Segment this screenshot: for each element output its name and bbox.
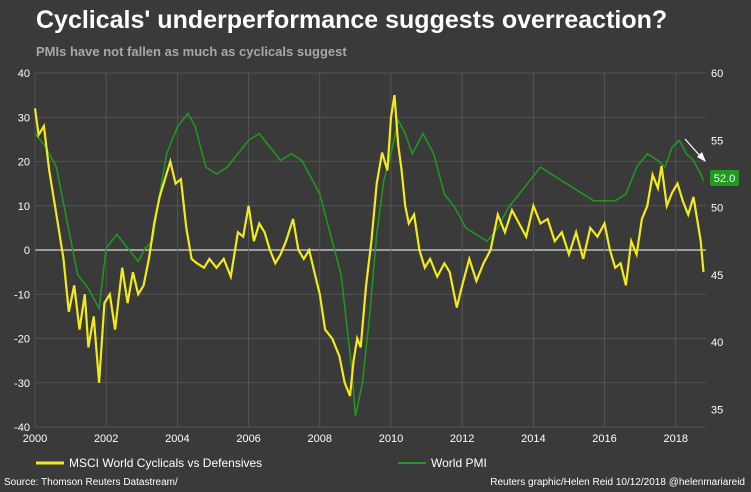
right-tick-label: 50 [711,203,723,215]
left-tick-label: -20 [14,334,30,346]
x-tick-label: 2002 [94,433,118,445]
right-tick-label: 40 [711,337,723,349]
right-tick-label: 45 [711,270,723,282]
x-tick-label: 2016 [592,433,616,445]
legend-label-cyclicals: MSCI World Cyclicals vs Defensives [69,456,262,470]
left-tick-label: 30 [18,112,30,124]
chart-subtitle: PMIs have not fallen as much as cyclical… [36,44,347,59]
right-tick-label: 60 [711,68,723,80]
x-tick-label: 2000 [23,433,47,445]
trend-arrow-head [697,152,706,162]
x-tick-label: 2008 [308,433,332,445]
x-tick-label: 2006 [236,433,260,445]
source-note: Source: Thomson Reuters Datastream/ [4,477,178,488]
chart-title: Cyclicals' underperformance suggests ove… [36,6,668,34]
x-tick-label: 2014 [521,433,545,445]
right-axis-ticks: 60 55 50 45 40 35 [711,68,723,417]
x-tick-label: 2004 [165,433,189,445]
legend-label-pmi: World PMI [431,456,487,470]
x-axis-ticks: 2000 2002 2004 2006 2008 2010 2012 2014 2016 2018 [23,433,688,445]
trend-arrow [684,138,702,158]
left-tick-label: 20 [18,157,30,169]
x-tick-label: 2010 [379,433,403,445]
left-tick-label: -10 [14,289,30,301]
x-tick-label: 2018 [664,433,688,445]
left-tick-label: -30 [14,378,30,390]
right-tick-label: 55 [711,135,723,147]
right-tick-label: 35 [711,405,723,417]
pmi-last-value-label: 52.0 [714,173,735,185]
x-tick-label: 2012 [450,433,474,445]
left-tick-label: 40 [18,68,30,80]
pmi-last-value-badge [710,170,739,186]
credit-note: Reuters graphic/Helen Reid 10/12/2018 @h… [490,477,745,488]
series-line-cyclicals [33,94,705,397]
left-tick-label: 10 [18,201,30,213]
left-tick-label: 0 [24,245,30,257]
left-tick-label: -40 [14,422,30,434]
left-axis-ticks: 40 30 20 10 0 -10 -20 -30 -40 [14,68,30,434]
